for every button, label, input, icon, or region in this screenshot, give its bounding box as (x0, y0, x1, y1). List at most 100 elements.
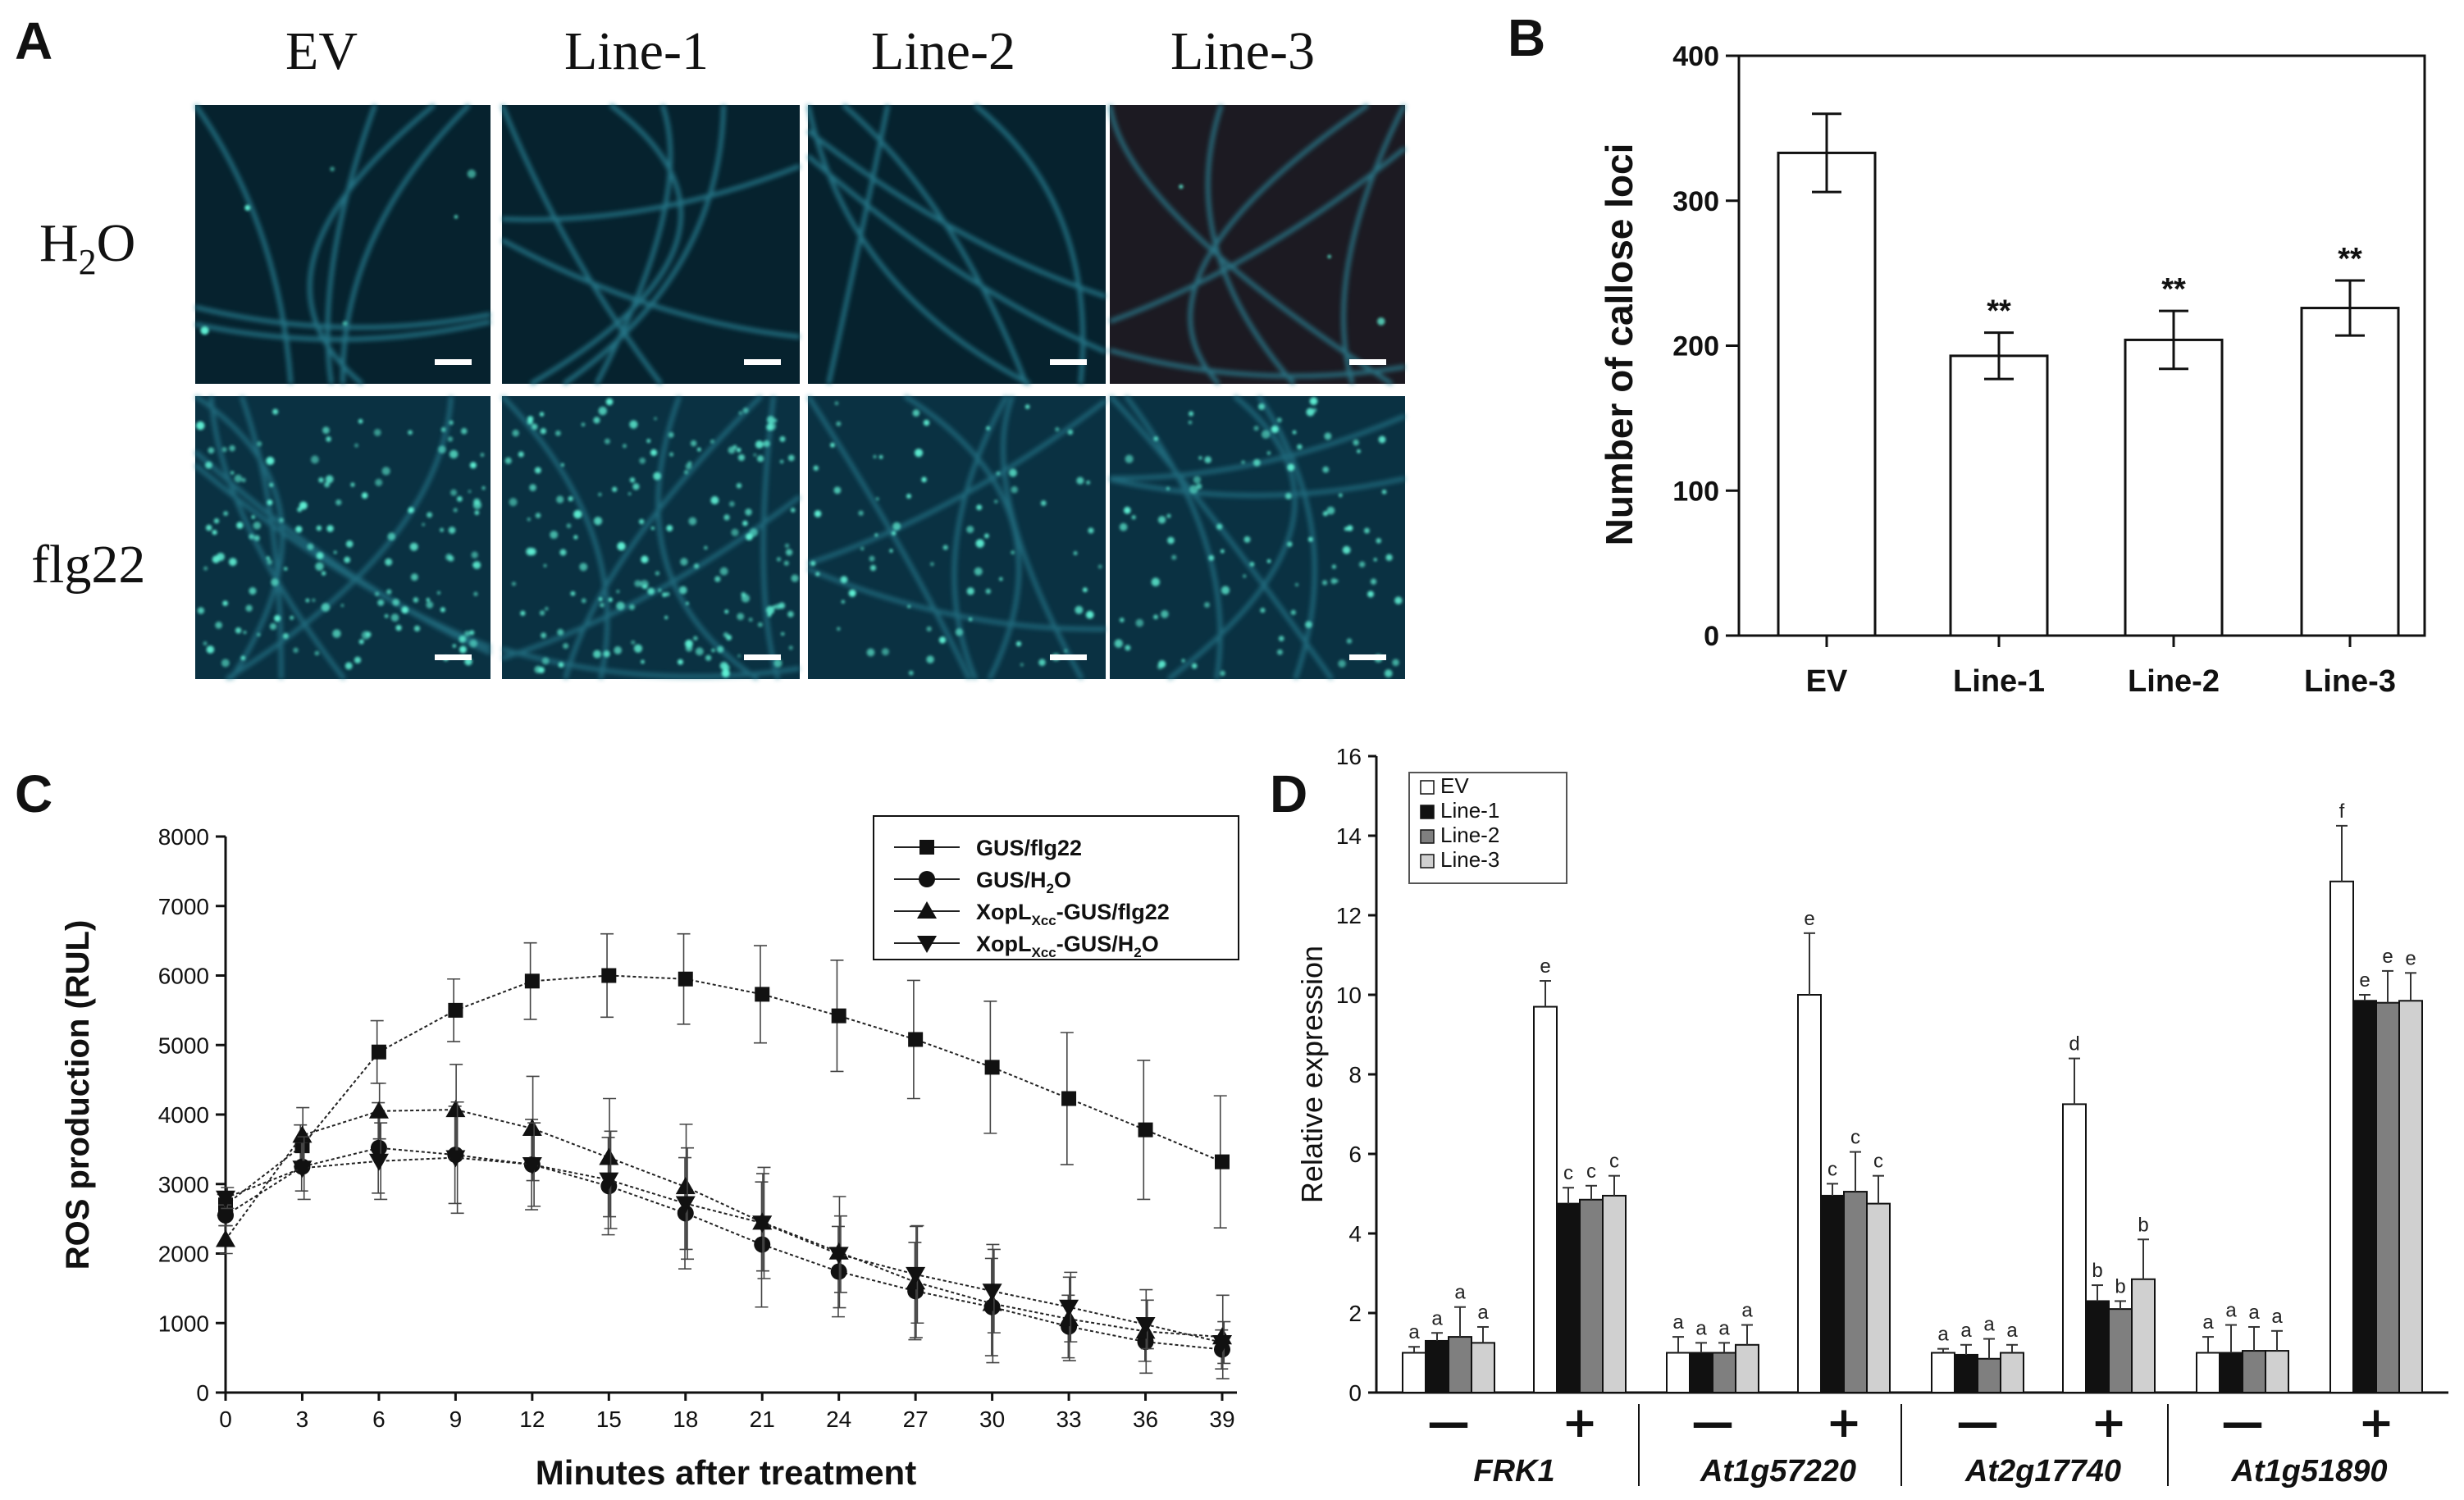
callose-spot (1011, 550, 1015, 554)
panel-d-significance-letter: a (2225, 1300, 2237, 1322)
panel-d-significance-letter: a (1408, 1321, 1420, 1343)
scale-bar (435, 359, 472, 365)
callose-spot (290, 615, 294, 620)
callose-spot (208, 447, 215, 454)
panel-c-legend-label: XopLXcc-GUS/H2O (976, 932, 1159, 960)
callose-spot (1114, 639, 1123, 648)
callose-spot (244, 204, 251, 211)
micrograph-veins (1107, 103, 1407, 386)
square-marker (371, 1044, 386, 1060)
micrograph-vein (563, 394, 763, 680)
panel-d-significance-letter: c (1850, 1127, 1860, 1149)
callose-spot (696, 447, 701, 452)
callose-spot (453, 508, 458, 513)
callose-spot (568, 495, 573, 502)
callose-spot (669, 452, 674, 457)
panel-d-treatment-sign: — (1427, 1398, 1470, 1448)
callose-spot (627, 492, 632, 495)
callose-spot (1261, 430, 1271, 439)
callose-spot (385, 558, 393, 566)
callose-spot (556, 495, 564, 504)
callose-spot (213, 518, 220, 524)
panel-d-bar-ev (1797, 994, 1822, 1393)
callose-spot (469, 462, 477, 469)
callose-spot (1378, 435, 1386, 444)
panel-d-significance-letter: e (1804, 908, 1814, 930)
callose-spot (557, 628, 564, 636)
callose-spot (1392, 659, 1399, 667)
micrograph-veins (500, 394, 801, 682)
micrograph-h2o-ev (194, 103, 491, 385)
panel-d-bar-line-1 (2085, 1300, 2110, 1393)
callose-spot (1064, 649, 1068, 653)
panel-d-bar-line-3 (1471, 1342, 1495, 1393)
panel-d-ytick-label: 4 (1348, 1221, 1362, 1247)
callose-spot (1125, 454, 1134, 463)
micrograph-vein (194, 305, 491, 330)
callose-spot (221, 447, 227, 453)
callose-spot (1309, 397, 1318, 406)
callose-spot (616, 590, 620, 594)
callose-spot (235, 627, 242, 634)
callose-spot (1157, 516, 1166, 524)
callose-spot (593, 517, 603, 526)
panel-d-bar-line-2 (2242, 1350, 2266, 1393)
callose-spot (755, 440, 764, 449)
panel-d-significance-letter: a (2006, 1320, 2018, 1342)
panel-d-bar-line-3 (2398, 1000, 2423, 1394)
triangle-up-marker (445, 1100, 466, 1118)
callose-spot (848, 589, 856, 597)
col-label-line2: Line-2 (871, 21, 1015, 81)
micrograph-vein (805, 104, 1031, 386)
callose-spot (464, 630, 471, 637)
callose-spot (974, 567, 983, 576)
callose-spot (680, 558, 688, 566)
callose-spot (234, 474, 243, 483)
triangle-down-marker (828, 1247, 849, 1265)
callose-spot (1327, 254, 1331, 258)
triangle-down-marker (982, 1283, 1002, 1302)
callose-spot (1196, 483, 1202, 490)
callose-spot (1338, 493, 1343, 498)
panel-b-xtick-label: Line-1 (1953, 664, 2045, 699)
panel-c-series-3 (216, 1101, 1232, 1365)
callose-spot (1271, 425, 1279, 434)
callose-spot (617, 541, 626, 551)
callose-spot (686, 601, 689, 605)
callose-spot (737, 454, 746, 462)
panel-d-bar-line-3 (2131, 1278, 2156, 1394)
callose-spot (212, 530, 217, 536)
callose-spot (891, 531, 897, 536)
panel-d-bar-ev (1533, 1005, 1558, 1394)
scale-bar (435, 654, 472, 660)
callose-spot (243, 631, 247, 634)
callose-spot (654, 417, 657, 421)
callose-spot (269, 622, 277, 631)
col-label-line1: Line-1 (564, 21, 709, 81)
callose-spot (345, 540, 354, 548)
callose-spot (535, 513, 541, 518)
callose-spot (693, 636, 698, 641)
callose-spot (454, 215, 459, 219)
panel-d-ytick-label: 6 (1348, 1142, 1362, 1167)
callose-spot (511, 581, 516, 586)
callose-spot (448, 527, 456, 534)
callose-spot (878, 454, 883, 459)
callose-spot (266, 556, 270, 560)
micrograph-flg22-line-2 (806, 394, 1107, 681)
panel-d-bar-line-1 (1954, 1353, 1978, 1394)
callose-spot (1305, 621, 1312, 628)
panel-d-significance-letter: e (2359, 969, 2370, 992)
micrograph-vein (308, 103, 436, 385)
callose-spot (512, 429, 519, 437)
panel-c-xtick-label: 30 (979, 1407, 1005, 1432)
callose-spot (719, 567, 728, 576)
callose-spot (834, 401, 839, 405)
callose-spot (386, 589, 392, 595)
callose-spot (631, 640, 636, 645)
callose-spot (592, 650, 601, 659)
callose-spot (830, 442, 835, 448)
micrograph-vein (500, 238, 801, 340)
panel-c-xtick-label: 21 (750, 1407, 775, 1432)
